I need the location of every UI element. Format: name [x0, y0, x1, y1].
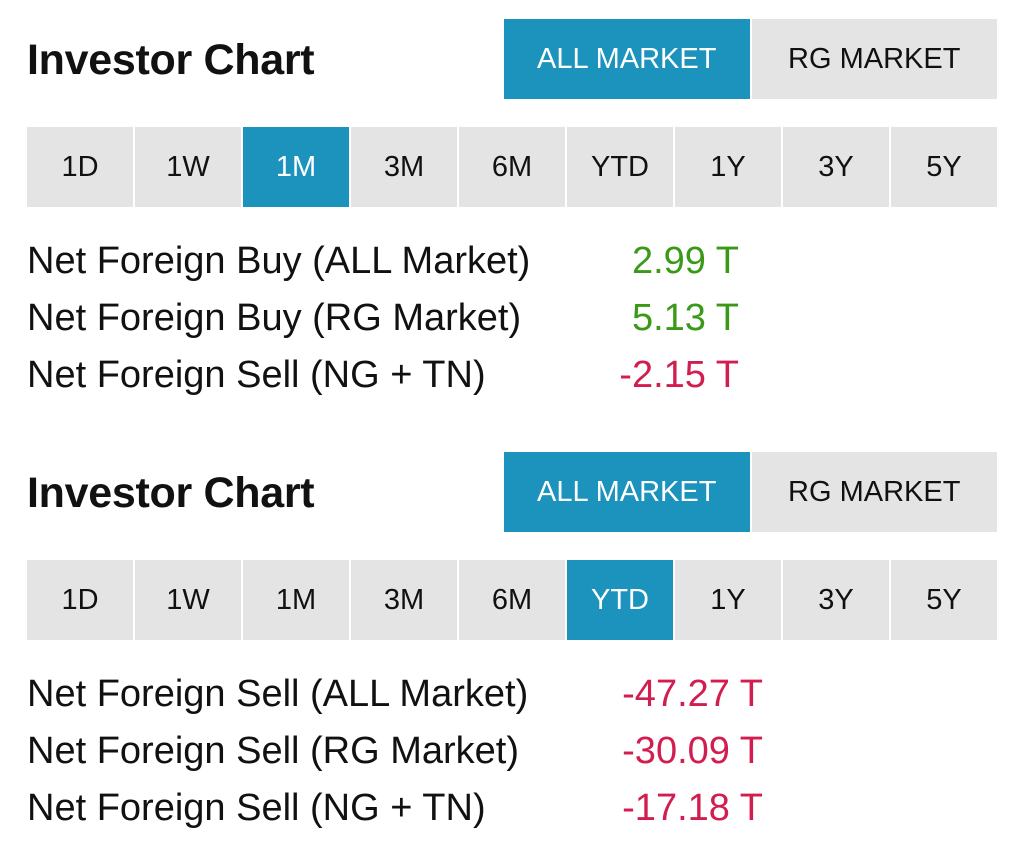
stat-value: -47.27 T	[622, 673, 763, 715]
stat-value: -2.15 T	[619, 354, 739, 396]
tab-5y[interactable]: 5Y	[889, 127, 997, 207]
panel-title: Investor Chart	[27, 36, 315, 84]
stat-row: Net Foreign Sell (NG + TN) -17.18 T	[27, 780, 763, 837]
stat-label: Net Foreign Sell (NG + TN)	[27, 354, 486, 396]
tab-3y[interactable]: 3Y	[781, 560, 889, 640]
panel-title: Investor Chart	[27, 469, 315, 517]
stat-value: 2.99 T	[631, 240, 739, 282]
stat-row: Net Foreign Sell (RG Market) -30.09 T	[27, 723, 763, 780]
market-toggle: ALL MARKET RG MARKET	[504, 19, 997, 99]
stat-row: Net Foreign Sell (ALL Market) -47.27 T	[27, 666, 763, 723]
stat-row: Net Foreign Buy (ALL Market) 2.99 T	[27, 233, 739, 290]
tab-1w[interactable]: 1W	[133, 560, 241, 640]
tab-1m[interactable]: 1M	[241, 127, 349, 207]
stats-list: Net Foreign Buy (ALL Market) 2.99 T Net …	[27, 233, 739, 404]
tab-1d[interactable]: 1D	[61, 150, 99, 183]
tab-1d[interactable]: 1D	[61, 583, 99, 616]
all-market-button[interactable]: ALL MARKET	[504, 452, 750, 532]
stat-value: -17.18 T	[622, 787, 763, 829]
period-tabs: 1D 1W 1M 3M 6M YTD 1Y 3Y 5Y	[27, 560, 997, 640]
tab-5y[interactable]: 5Y	[889, 560, 997, 640]
all-market-button[interactable]: ALL MARKET	[504, 19, 750, 99]
stat-label: Net Foreign Sell (NG + TN)	[27, 787, 486, 829]
stat-label: Net Foreign Buy (RG Market)	[27, 297, 522, 339]
tab-ytd[interactable]: YTD	[565, 560, 673, 640]
tab-3m[interactable]: 3M	[349, 560, 457, 640]
stat-value: -30.09 T	[622, 730, 763, 772]
tab-1y[interactable]: 1Y	[673, 560, 781, 640]
rg-market-button[interactable]: RG MARKET	[749, 452, 997, 532]
stats-list: Net Foreign Sell (ALL Market) -47.27 T N…	[27, 666, 763, 837]
tab-1w[interactable]: 1W	[133, 127, 241, 207]
market-toggle: ALL MARKET RG MARKET	[504, 452, 997, 532]
stat-row: Net Foreign Sell (NG + TN) -2.15 T	[27, 347, 739, 404]
tab-3m[interactable]: 3M	[349, 127, 457, 207]
tab-1m[interactable]: 1M	[241, 560, 349, 640]
period-tabs: 1D 1W 1M 3M 6M YTD 1Y 3Y 5Y	[27, 127, 997, 207]
tab-1y[interactable]: 1Y	[673, 127, 781, 207]
stat-label: Net Foreign Sell (ALL Market)	[27, 673, 529, 715]
tab-ytd[interactable]: YTD	[565, 127, 673, 207]
tab-3y[interactable]: 3Y	[781, 127, 889, 207]
stat-label: Net Foreign Buy (ALL Market)	[27, 240, 531, 282]
tab-6m[interactable]: 6M	[457, 560, 565, 640]
tab-6m[interactable]: 6M	[457, 127, 565, 207]
stat-label: Net Foreign Sell (RG Market)	[27, 730, 520, 772]
stat-row: Net Foreign Buy (RG Market) 5.13 T	[27, 290, 739, 347]
rg-market-button[interactable]: RG MARKET	[749, 19, 997, 99]
stat-value: 5.13 T	[631, 297, 739, 339]
